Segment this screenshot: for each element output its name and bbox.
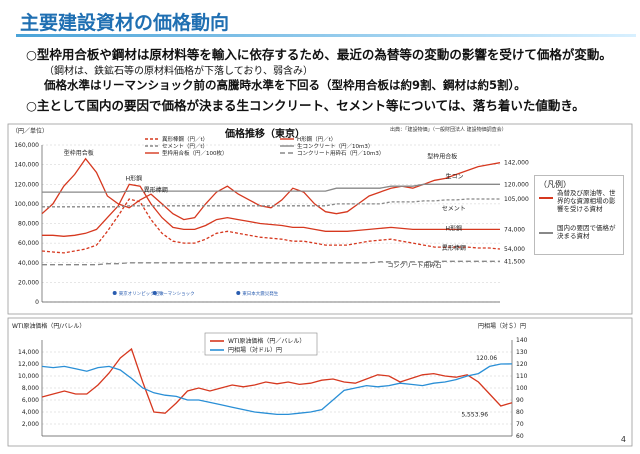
price-chart-ytick: 60,000	[18, 240, 39, 247]
price-chart-event-marker	[112, 291, 117, 295]
price-chart-annotation: H形鋼	[445, 224, 462, 232]
oil-chart-ytick-left: 8,000	[22, 385, 39, 392]
price-chart-ytick: 40,000	[18, 260, 39, 267]
price-series-2	[41, 157, 501, 221]
oil-chart-legend-label: 円相場（対ドル）円	[228, 346, 282, 354]
price-chart-title: 価格推移（東京）	[224, 127, 305, 140]
price-chart-annotation: セメント	[442, 206, 466, 213]
price-chart-ytick: 80,000	[18, 221, 39, 228]
price-series-4	[42, 183, 500, 193]
oil-series-1	[41, 363, 513, 416]
bullet-2: ○主として国内の要因で価格が決まる生コンクリート、セメント等については、落ち着い…	[26, 98, 585, 113]
price-series-0	[41, 198, 501, 254]
oil-chart-ytick-right: 100	[516, 385, 528, 392]
price-chart-ytick: 100,000	[14, 201, 39, 208]
oil-chart-ytick-right: 90	[516, 397, 524, 404]
price-chart-end-label: 142,000	[504, 160, 529, 167]
oil-chart-ytick-right: 140	[516, 337, 528, 344]
price-chart-legend-label: 生コンクリート（円／10m3）	[297, 142, 373, 150]
price-chart-ytick: 140,000	[14, 162, 39, 169]
oil-chart-ytick-right: 80	[516, 409, 524, 416]
oil-chart-ytick-left: 14,000	[18, 349, 39, 356]
price-chart-end-label: 74,000	[504, 226, 525, 233]
page-title-banner: 主要建設資材の価格動向	[8, 6, 636, 37]
price-chart-event-label: 東日本大震災発生	[242, 290, 278, 297]
oil-chart-ytick-right: 110	[516, 373, 528, 380]
price-chart-annotation: 型枠用合板	[64, 149, 94, 157]
oil-chart-ytick-left: 4,000	[22, 409, 39, 416]
right-legend-title: （凡例）	[539, 180, 571, 189]
oil-chart-ytick-left: 10,000	[18, 373, 39, 380]
right-legend: （凡例） 為替及び原油等、世界的な資源相場の影響を受ける資材 国内の要因で価格が…	[534, 175, 624, 255]
price-chart-ytick: 160,000	[14, 142, 39, 149]
price-chart-event-marker	[236, 291, 241, 295]
oil-chart-legend-box	[204, 332, 318, 356]
bullet-1-note: （鋼材は、鉄鉱石等の原材料価格が下落しており、弱含み）	[44, 66, 313, 77]
oil-chart-ytick-right: 120	[516, 361, 528, 368]
price-chart-end-label: 54,000	[504, 246, 525, 253]
price-chart-annotation: コンクリート用砕石	[387, 262, 441, 270]
price-chart-legend-label: コンクリート用砕石（円／10m3）	[297, 149, 384, 157]
bullet-1-detail: 価格水準はリーマンショック前の高騰時水準を下回る（型枠用合板は約9割、鋼材は約5…	[44, 78, 526, 92]
oil-chart-ytick-right: 130	[516, 349, 528, 356]
price-chart-annotation: 異形棒鋼	[144, 186, 168, 194]
price-chart-end-label: 41,500	[504, 258, 525, 265]
price-series-3	[42, 198, 500, 208]
oil-chart-ytick-right: 60	[516, 433, 524, 440]
price-chart-source: 出典：「建設物価」（一般財団法人 建設物価調査会）	[390, 126, 507, 133]
oil-series-0	[41, 347, 513, 414]
price-chart-ytick: 20,000	[18, 279, 39, 286]
oil-chart-ytick-left: 12,000	[18, 361, 39, 368]
page-number: 4	[620, 435, 626, 444]
right-legend-item-1-label: 為替及び原油等、世界的な資源相場の影響を受ける資材	[557, 189, 616, 213]
oil-chart-grid: WTI原油価格（円/バレル） 円相場（対＄）円 2,000 4,000 6,000 8,0…	[7, 317, 633, 447]
price-chart-annotation: 型枠用合板	[427, 153, 457, 161]
price-chart-annotation: 異形棒鋼	[442, 244, 466, 252]
oil-chart-left-label: WTI原油価格（円/バレル）	[12, 322, 85, 330]
oil-chart-ytick-left: 6,000	[22, 397, 39, 404]
oil-chart-annotation: 120.06	[476, 355, 497, 362]
page-title: 主要建設資材の価格動向	[20, 12, 230, 34]
price-chart-ylabel: （円／単位）	[12, 127, 48, 135]
title-underline	[16, 34, 636, 37]
price-series-5	[42, 260, 500, 266]
oil-chart-ytick-left: 2,000	[22, 421, 39, 428]
price-chart-legend-label: H形鋼（円／t）	[297, 135, 336, 143]
price-chart-legend-label: 異形棒鋼（円／t）	[162, 135, 208, 143]
price-chart-ytick: 120,000	[14, 181, 39, 188]
oil-chart-right-label: 円相場（対＄）円	[478, 322, 526, 330]
legend-swatch-gray	[539, 232, 553, 234]
oil-chart-marks: 120.06 5,553.96	[41, 347, 513, 419]
price-chart-end-label: 105,000	[504, 196, 529, 203]
legend-swatch-red	[539, 197, 553, 199]
price-chart-ytick: 0	[35, 299, 39, 306]
oil-chart-annotation: 5,553.96	[461, 412, 488, 419]
price-chart-legend-label: 型枠用合板（円／100枚）	[162, 149, 228, 157]
price-chart-marks: 型枠用合板H形鋼異形棒鋼生コンセメントH形鋼異形棒鋼コンクリート用砕石型枠用合板…	[41, 149, 529, 297]
price-chart-annotation: H形鋼	[126, 174, 143, 182]
price-chart-event-marker	[152, 291, 157, 295]
oil-chart-frame	[7, 317, 633, 447]
right-legend-item-2-label: 国内の要因で価格が決まる資材	[557, 224, 616, 240]
oil-chart-legend-label: WTI原油価格（円／バレル）	[228, 337, 305, 345]
price-chart-end-label: 120,000	[504, 181, 529, 188]
price-series-1	[42, 183, 500, 237]
oil-chart-ytick-right: 70	[516, 421, 524, 428]
price-chart-event-label: リーマンショック	[159, 291, 195, 297]
price-chart-annotation: 生コン	[445, 172, 463, 180]
price-chart-legend-label: セメント（円／t）	[162, 143, 208, 150]
price-chart-event-label: 東京オリンピック招致	[119, 290, 164, 297]
bullet-1: ○型枠用合板や鋼材は原材料等を輸入に依存するため、最近の為替等の変動の影響を受け…	[26, 47, 612, 62]
